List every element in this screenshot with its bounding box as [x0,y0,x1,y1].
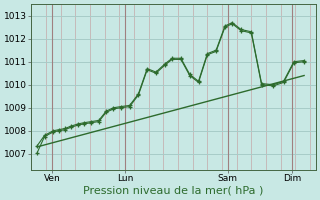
X-axis label: Pression niveau de la mer( hPa ): Pression niveau de la mer( hPa ) [84,186,264,196]
